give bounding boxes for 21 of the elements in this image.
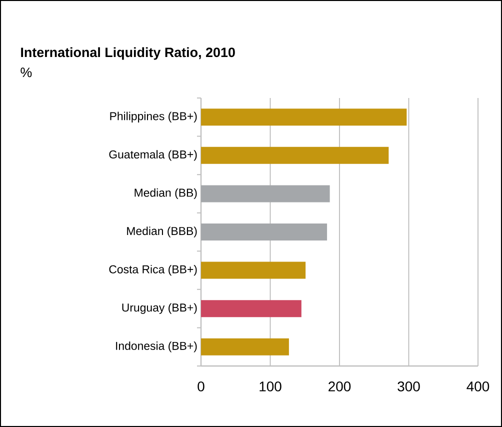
y-tick-label: Median (BBB) — [127, 226, 197, 238]
bar — [201, 224, 328, 240]
chart-title: International Liquidity Ratio, 2010 — [21, 47, 235, 60]
x-tick-label: 100 — [260, 382, 282, 392]
bar — [201, 146, 389, 164]
bar — [201, 338, 289, 356]
y-tick-label: Guatemala (BB+) — [109, 150, 197, 161]
y-tick-label: Uruguay (BB+) — [122, 303, 197, 314]
bar — [201, 262, 306, 279]
bar — [201, 108, 407, 126]
x-tick-label: 200 — [328, 382, 351, 392]
x-tick-label: 300 — [398, 382, 420, 392]
bar — [201, 185, 330, 202]
y-tick-label: Philippines (BB+) — [110, 112, 197, 122]
x-tick-label: 400 — [466, 382, 490, 392]
x-tick-label: 0 — [198, 382, 204, 392]
y-tick-label: Costa Rica (BB+) — [109, 264, 197, 276]
y-tick-label: Indonesia (BB+) — [116, 342, 197, 352]
bar — [201, 300, 302, 318]
y-tick-label: Median (BB) — [134, 188, 197, 200]
text: % — [20, 68, 32, 78]
